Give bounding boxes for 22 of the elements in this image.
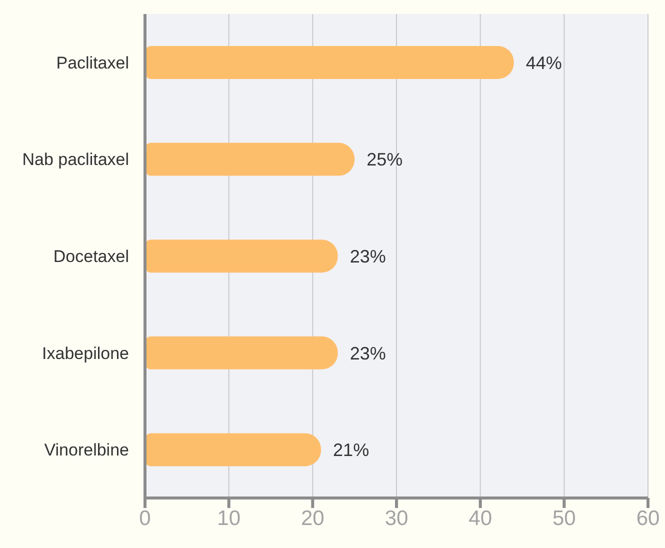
bar (145, 240, 338, 273)
data-label: 44% (526, 52, 562, 73)
x-tick-label: 50 (552, 506, 576, 530)
bar (145, 336, 338, 370)
y-tick-label: Nab paclitaxel (22, 150, 129, 170)
data-label: 23% (350, 343, 386, 364)
x-tick-label: 10 (217, 506, 241, 530)
bar (145, 433, 322, 466)
bar (145, 142, 355, 176)
x-tick-label: 0 (139, 506, 151, 530)
x-tick-label: 30 (384, 506, 408, 530)
y-tick-label: Docetaxel (53, 247, 129, 266)
y-tick-label: Ixabepilone (42, 344, 129, 363)
data-label: 21% (333, 440, 370, 460)
data-label: 23% (350, 246, 386, 266)
x-tick-label: 60 (636, 506, 660, 530)
data-label: 25% (366, 150, 403, 170)
x-tick-label: 20 (300, 506, 324, 530)
x-tick-label: 40 (468, 506, 492, 530)
y-tick-label: Paclitaxel (56, 53, 129, 72)
bar (145, 46, 514, 79)
y-tick-label: Vinorelbine (44, 440, 129, 460)
